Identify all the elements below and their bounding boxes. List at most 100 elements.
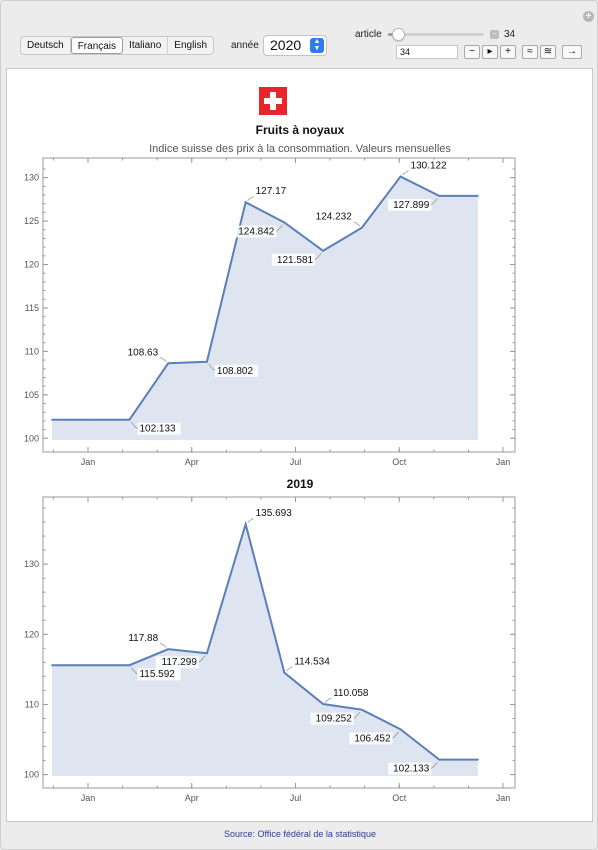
chart-1-ytick-label-2: 120: [24, 629, 39, 639]
chart-subtitle: Indice suisse des prix à la consommation…: [149, 143, 451, 155]
increment-button[interactable]: +: [500, 45, 516, 59]
chart-2019-title: 2019: [286, 477, 314, 491]
article-slider-thumb[interactable]: [391, 28, 405, 41]
slower-button[interactable]: ≋: [540, 45, 556, 59]
slider-collapse-icon[interactable]: −: [490, 30, 499, 39]
year-value: 2020: [270, 37, 302, 53]
chart-1-ytick-label-1: 110: [25, 699, 39, 709]
chart-0-point-4: [206, 360, 208, 363]
chart-0-area: [52, 176, 478, 440]
chart-1-data-label-5: 110.058: [333, 688, 369, 699]
chart-0-label-leader-0: [131, 421, 139, 430]
chart-0-label-bg-3: [253, 185, 292, 198]
language-english-button[interactable]: English: [174, 40, 208, 51]
swiss-flag-icon: [259, 87, 287, 115]
chart-1-label-bg-2: [137, 668, 181, 681]
chart-1-point-10: [438, 758, 441, 761]
chart-0-xtick-label-2: Jul: [290, 457, 302, 467]
direction-button[interactable]: →: [562, 45, 582, 59]
chart-1-point-7: [322, 703, 324, 705]
chart-0-point-1: [89, 418, 92, 421]
add-icon[interactable]: +: [583, 11, 594, 22]
chart-1-label-leader-3: [247, 517, 255, 523]
year-label: année: [231, 40, 259, 51]
chart-1-label-bg-0: [122, 632, 161, 645]
chart-0-label-bg-2: [214, 364, 259, 377]
chart-1-point-2: [128, 664, 131, 667]
chart-1-line: [52, 520, 478, 761]
chart-0-data-label-6: 124.232: [316, 212, 353, 223]
chart-1-xtick-label-3: Oct: [392, 793, 407, 803]
chart-1-point-3: [167, 648, 169, 650]
chart-1-data-label-1: 117.299: [162, 657, 198, 668]
chart-0-ytick-label-1: 105: [24, 390, 39, 400]
chart-0-point-6: [283, 221, 286, 224]
article-slider[interactable]: [388, 28, 484, 41]
updown-arrows-icon: ▲ ▼: [310, 38, 324, 53]
chart-0-point-5: [244, 201, 247, 204]
chart-1-label-leader-0: [159, 642, 167, 648]
chart-1-data-label-6: 109.252: [316, 714, 353, 725]
chart-1-point-8: [361, 708, 363, 711]
chart-1-data-label-3: 135.693: [256, 508, 293, 519]
language-italiano-button[interactable]: Italiano: [123, 37, 169, 54]
chart-1-xtick-label-1: Apr: [185, 793, 199, 803]
chart-0-label-bg-5: [271, 253, 316, 266]
chart-1-label-leader-6: [353, 711, 361, 720]
chart-0-xtick-label-3: Oct: [392, 457, 407, 467]
article-value: 34: [504, 29, 516, 40]
chart-1-data-label-8: 102.133: [393, 764, 430, 775]
chart-0-label-leader-2: [208, 363, 216, 372]
chart-1-label-bg-5: [331, 687, 375, 700]
year-select[interactable]: 2020 ▲ ▼: [263, 35, 327, 56]
chart-0-label-leader-1: [159, 356, 167, 362]
chart-0-frame: [42, 157, 516, 453]
chart-0-line: [52, 175, 478, 421]
faster-button[interactable]: ≈: [522, 45, 538, 59]
chart-1-label-bg-4: [292, 655, 336, 668]
language-francais-button[interactable]: Français: [70, 37, 124, 54]
chart-1-point-9: [399, 728, 402, 731]
chart-title: Fruits à noyaux: [255, 123, 345, 137]
chart-1-area: [52, 524, 478, 776]
chart-1-label-bg-6: [310, 712, 354, 725]
chart-0-point-9: [399, 175, 402, 178]
chart-0-point-11: [477, 195, 479, 197]
chart-1-ytick-label-3: 130: [24, 559, 39, 569]
chart-1-point-0: [51, 664, 53, 667]
chart-1-data-label-2: 115.592: [139, 669, 175, 680]
chart-0-label-leader-6: [353, 221, 361, 227]
chart-0-point-0: [51, 418, 53, 421]
chart-0-ytick-label-6: 130: [24, 173, 39, 183]
chart-0-point-3: [167, 362, 169, 365]
play-button[interactable]: ▸: [482, 45, 498, 59]
chart-0-xtick-label-1: Apr: [185, 457, 199, 467]
chart-0-data-label-0: 102.133: [139, 424, 176, 435]
article-input[interactable]: 34: [396, 45, 458, 59]
chart-1-label-bg-8: [388, 762, 432, 775]
chart-1-label-leader-4: [286, 666, 293, 672]
chart-0-label-bg-7: [408, 159, 452, 172]
chart-0-ytick-label-0: 100: [24, 433, 39, 443]
chart-1-data-label-0: 117.88: [128, 633, 158, 644]
chart-1-label-leader-1: [198, 655, 206, 663]
language-deutsch-button[interactable]: Deutsch: [21, 37, 71, 54]
chart-0-label-bg-0: [137, 422, 181, 435]
chart-0-label-leader-3: [247, 195, 255, 201]
chart-1-label-leader-5: [324, 697, 332, 703]
source-link[interactable]: Source: Office fédéral de la statistique: [224, 829, 376, 839]
chart-1-point-6: [283, 671, 286, 674]
chart-1-label-leader-2: [131, 667, 139, 675]
chart-1-label-leader-8: [430, 761, 438, 769]
chart-0-ytick-label-5: 125: [24, 216, 39, 226]
decrement-button[interactable]: −: [464, 45, 480, 59]
chart-0-label-bg-8: [388, 198, 432, 211]
chart-0-data-label-3: 127.17: [256, 186, 287, 197]
chart-0-label-bg-4: [233, 225, 277, 238]
chart-1-frame: [42, 496, 516, 789]
chart-1-point-5: [244, 523, 247, 525]
chart-0-xtick-label-4: Jan: [496, 457, 511, 467]
chart-1-ytick-label-0: 100: [24, 770, 39, 780]
chart-0-label-leader-8: [430, 198, 438, 206]
